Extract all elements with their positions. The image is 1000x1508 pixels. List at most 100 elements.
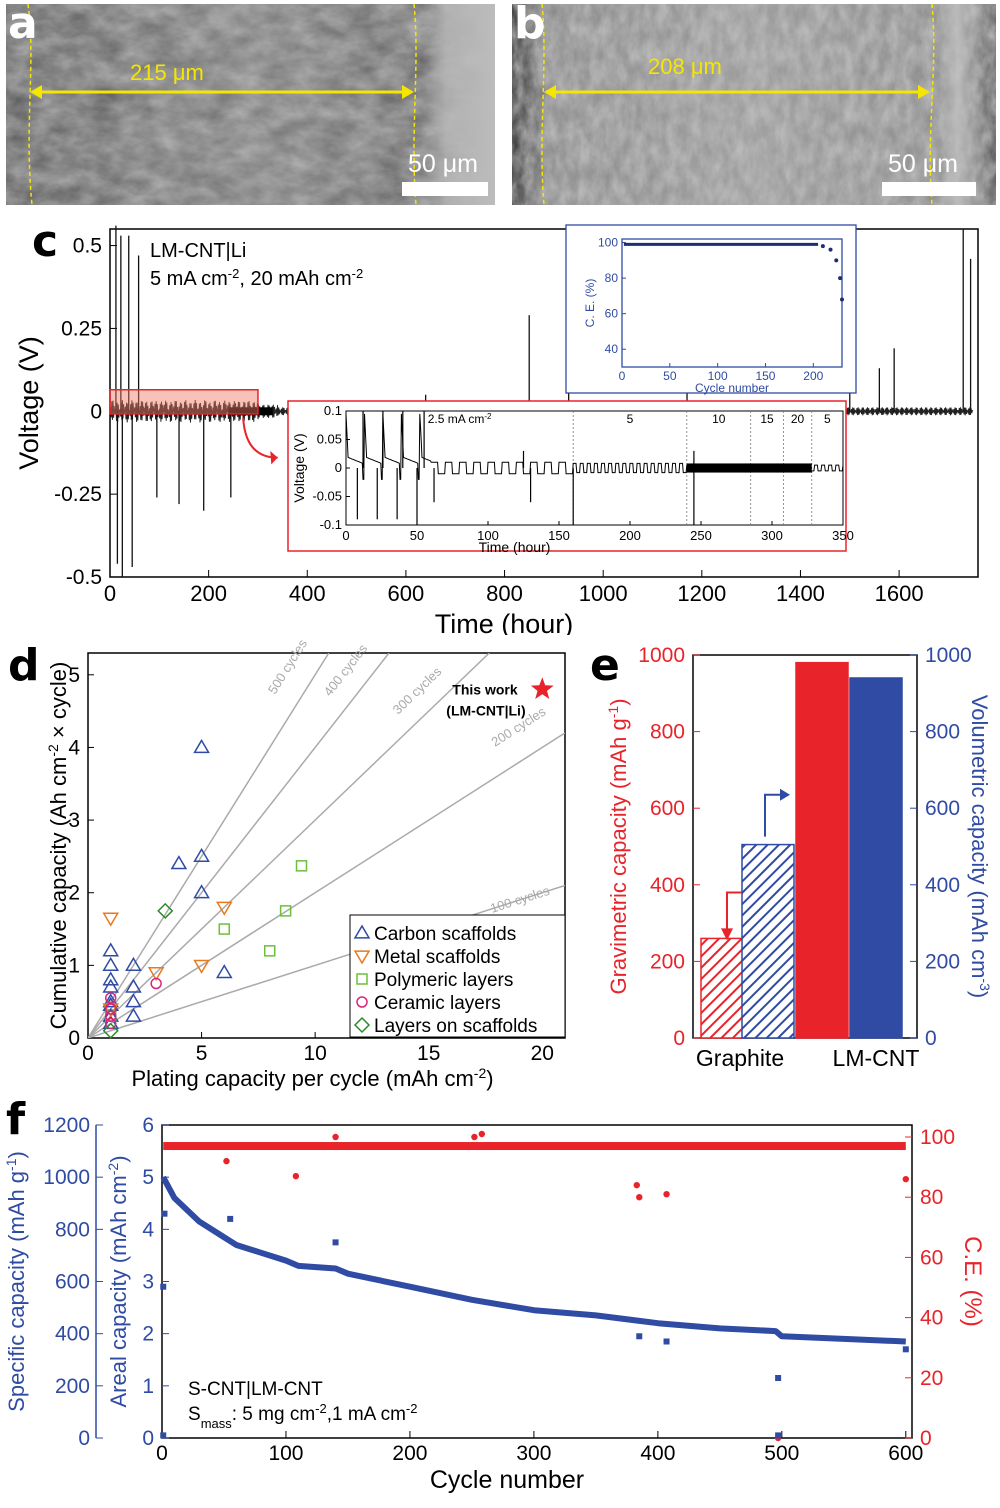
data-point-tri-down [102,912,120,927]
y-tick-label-left-e: 600 [650,797,685,820]
y-tick-label-d: 5 [68,664,80,687]
y-tick-label-inner-f: 3 [142,1271,154,1294]
inset-ce-ylabel: C. E. (%) [583,279,597,328]
x-tick-label-d: 0 [82,1042,94,1065]
y-tick-label-d: 0 [68,1027,80,1050]
y-tick-label-left-e: 200 [650,950,685,973]
inset-ce-x-label: 0 [619,369,626,383]
x-tick-label-c: 1200 [677,581,726,606]
y-tick-label-right-f: 20 [920,1367,943,1390]
x-axis-label-c: Time (hour) [435,609,574,635]
inset-v-segment-label: 2.5 mA cm-2 [428,412,492,427]
legend-box-d [349,914,566,1038]
data-point-circle [104,1010,117,1022]
y-tick-label-right-f: 100 [920,1126,955,1149]
x-tick-label-c: 800 [486,581,523,606]
data-point-circle [150,977,162,990]
y-tick-label-c: 0 [90,400,102,423]
inset-v-segment-label: 15 [760,412,774,426]
data-point-circle [104,992,117,1004]
y-tick-label-d: 2 [68,882,80,905]
x-tick-label-c: 400 [289,581,326,606]
y-tick-label-right-e: 400 [925,874,960,897]
data-point-circle [104,1017,117,1030]
x-tick-label-f: 300 [516,1442,551,1465]
capacity-point [160,1432,167,1439]
ce-point [332,1133,339,1141]
x-tick-label-f: 100 [268,1442,303,1465]
x-tick-label-c: 0 [104,581,116,606]
y-tick-label-right-f: 60 [920,1246,943,1269]
inset-ce-point [834,258,839,263]
inset-v-x-label: 350 [832,528,854,543]
x-tick-label-f: 0 [156,1442,168,1465]
sem-texture-b [512,4,996,205]
this-work-star [530,677,554,699]
this-work-label: This work [452,681,518,697]
legend-label-d: Carbon scaffolds [374,924,516,945]
y-axis-label-right-f: C.E. (%) [959,1236,986,1327]
y-tick-label-d: 1 [68,954,80,977]
panel-label-c: c [32,216,59,267]
legend-marker-d [356,973,368,985]
data-point-circle [104,1003,117,1015]
y-tick-label-right-f: 40 [920,1307,943,1330]
sem-image-b: b 208 μm 50 μm [512,4,996,205]
legend-label-d: Ceramic layers [374,993,501,1014]
y-tick-label-outer-f: 400 [55,1323,90,1346]
data-point-tri-up [193,884,210,899]
y-tick-label-inner-f: 2 [142,1323,154,1346]
capacity-point [663,1338,670,1345]
legend-marker-d [353,924,371,939]
ce-point [223,1157,230,1165]
data-point-square [295,860,308,872]
inset-v-segment-label: 5 [627,412,634,426]
inset-ce-plot [621,238,843,368]
inset-v-y-label: -0.1 [320,517,342,532]
y-tick-label-right-f: 80 [920,1186,943,1209]
sem-b-measure: 208 μm [648,54,722,79]
data-point-tri-up [102,942,120,957]
sem-a-measure: 215 μm [130,60,204,85]
y-tick-label-inner-f: 6 [142,1114,154,1137]
legend-label-d: Metal scaffolds [374,947,500,968]
panel-label-a: a [8,4,38,49]
x-category-label-e: LM-CNT [833,1045,920,1071]
sem-texture-a [6,4,495,205]
y-tick-label-c: -0.5 [66,566,102,589]
x-tick-label-c: 200 [190,581,227,606]
capacity-point [636,1333,643,1340]
inset-ce-point [840,297,844,302]
chart-e-capacity-bars: 0 0 200 200 400 400 600 600 800 800 1000 1000 Graphi… [605,644,993,1071]
data-point-tri-down [215,901,233,916]
sem-a-scale-bar [402,182,488,196]
guide-lines-d [88,653,565,1038]
legend-marker-d [353,1016,371,1034]
ce-point [478,1130,486,1138]
arrow-volumetric [764,793,782,837]
y-tick-label-right-e: 200 [925,950,960,973]
x-category-label-e: Graphite [696,1045,784,1071]
ce-point [292,1172,300,1180]
inset-v-y-label: -0.05 [312,489,342,504]
y-tick-label-outer-f: 0 [78,1427,90,1450]
inset-ce-y-label: 40 [605,342,619,356]
x-tick-label-c: 1400 [776,581,825,606]
panel-label-e: e [590,640,620,691]
y-tick-label-left-e: 400 [650,874,685,897]
guide-line [88,653,490,1038]
data-point-diamond [157,902,174,919]
ce-series-band [163,1142,906,1151]
inset-v-dense [686,463,812,473]
y-tick-label-right-e: 600 [925,797,960,820]
inset-ce-y-label: 100 [598,236,618,250]
capacity-point [160,1283,167,1290]
y-tick-label-c: -0.25 [54,483,102,506]
data-point-tri-up [125,956,142,972]
inset-v-segment-label: 10 [712,412,726,426]
chart-c-voltage: 0 200 400 600 800 1000 1200 1400 16000.50.250-0.… [14,224,979,635]
y-tick-label-outer-f: 1000 [43,1166,90,1189]
zoom-arrowhead [270,451,278,465]
bar-graphite-volumetric [741,843,795,1039]
